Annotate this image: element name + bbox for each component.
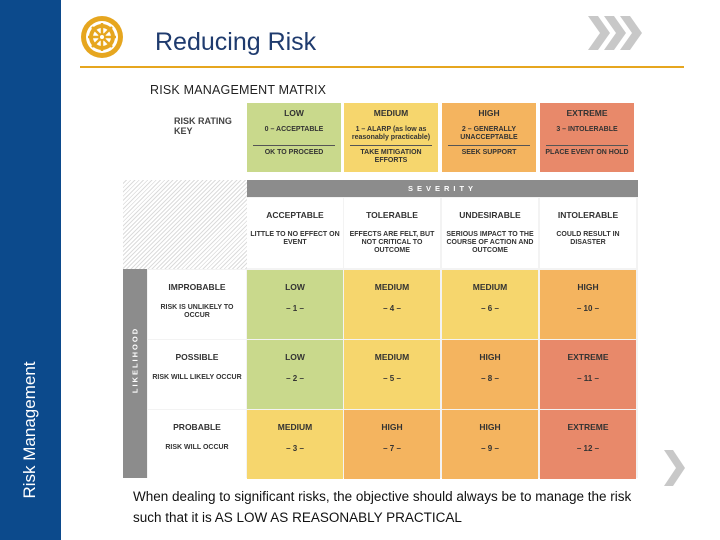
risk-cell: HIGH – 8 – [442, 340, 538, 409]
risk-cell: LOW – 1 – [247, 270, 343, 339]
risk-key-divider [350, 145, 432, 146]
risk-cell-number: – 5 – [383, 374, 401, 383]
likelihood-name: IMPROBABLE [168, 282, 226, 292]
risk-cell-rating: MEDIUM [472, 282, 508, 292]
risk-key-level-desc: 2 – GENERALLY UNACCEPTABLE [460, 126, 518, 141]
sidebar: Risk Management [0, 0, 61, 540]
double-chevron-right-icon [588, 16, 642, 50]
severity-name: TOLERABLE [366, 210, 418, 220]
sidebar-label: Risk Management [20, 361, 39, 499]
severity-header: ACCEPTABLE LITTLE TO NO EFFECT ON EVENT [247, 198, 343, 268]
risk-cell: MEDIUM – 4 – [344, 270, 440, 339]
risk-cell-number: – 11 – [577, 374, 599, 383]
risk-key-extreme: EXTREME 3 – INTOLERABLE PLACE EVENT ON HOL… [540, 103, 634, 172]
title-divider [80, 66, 684, 68]
risk-cell-rating: MEDIUM [277, 422, 313, 432]
risk-cell: MEDIUM – 5 – [344, 340, 440, 409]
severity-header: UNDESIRABLE SERIOUS IMPACT TO THE COURSE … [442, 198, 538, 268]
risk-key-level-desc: 1 – ALARP (as low as reasonably practica… [351, 126, 431, 141]
risk-cell-number: – 4 – [383, 304, 401, 313]
risk-key-divider [253, 145, 335, 146]
risk-cell-rating: LOW [285, 352, 305, 362]
risk-cell-rating: HIGH [381, 422, 403, 432]
matrix-heading: RISK MANAGEMENT MATRIX [150, 83, 327, 97]
risk-key-level-name: EXTREME [566, 108, 608, 118]
risk-cell: EXTREME – 11 – [540, 340, 636, 409]
severity-desc: LITTLE TO NO EFFECT ON EVENT [250, 231, 340, 246]
risk-key-medium: MEDIUM 1 – ALARP (as low as reasonably pr… [344, 103, 438, 172]
risk-key-level-action: PLACE EVENT ON HOLD [545, 149, 629, 156]
severity-axis-label: SEVERITY [247, 180, 638, 197]
severity-desc: EFFECTS ARE FELT, BUT NOT CRITICAL TO OU… [349, 231, 435, 254]
risk-cell-number: – 6 – [481, 304, 499, 313]
risk-cell-rating: HIGH [577, 282, 599, 292]
risk-cell-number: – 7 – [383, 444, 401, 453]
risk-cell-number: – 9 – [481, 444, 499, 453]
risk-key-divider [546, 145, 628, 146]
risk-rating-key-label: RISK RATING KEY [174, 116, 232, 136]
risk-cell: LOW – 2 – [247, 340, 343, 409]
rotary-wheel-icon [81, 16, 123, 58]
risk-key-level-name: MEDIUM [373, 108, 409, 118]
body-text: When dealing to significant risks, the o… [133, 489, 632, 525]
risk-cell-number: – 1 – [286, 304, 304, 313]
risk-cell-rating: MEDIUM [374, 282, 410, 292]
risk-key-level-desc: 3 – INTOLERABLE [556, 126, 618, 133]
risk-key-level-action: TAKE MITIGATION EFFORTS [360, 149, 422, 164]
risk-cell-rating: EXTREME [567, 422, 609, 432]
severity-name: INTOLERABLE [557, 210, 619, 220]
risk-key-divider [448, 145, 530, 146]
likelihood-header: PROBABLE RISK WILL OCCUR [148, 410, 246, 479]
risk-cell-number: – 10 – [576, 304, 600, 313]
risk-cell-number: – 2 – [286, 374, 304, 383]
page-title: Reducing Risk [155, 28, 317, 56]
risk-cell: HIGH – 9 – [442, 410, 538, 479]
risk-key-level-action: SEEK SUPPORT [461, 149, 517, 156]
severity-desc: COULD RESULT IN DISASTER [556, 231, 620, 246]
chevron-right-icon[interactable] [664, 450, 686, 486]
risk-cell-number: – 8 – [481, 374, 499, 383]
risk-key-level-name: HIGH [478, 108, 500, 118]
risk-cell-rating: EXTREME [567, 352, 609, 362]
matrix-corner-hatch [123, 180, 247, 269]
severity-name: ACCEPTABLE [266, 210, 324, 220]
risk-cell: MEDIUM – 6 – [442, 270, 538, 339]
severity-desc: SERIOUS IMPACT TO THE COURSE OF ACTION A… [446, 231, 534, 254]
likelihood-axis-label: LIKELIHOOD [130, 326, 140, 394]
risk-cell: HIGH – 10 – [540, 270, 636, 339]
likelihood-desc: RISK IS UNLIKELY TO OCCUR [160, 304, 234, 319]
likelihood-name: PROBABLE [173, 422, 221, 432]
severity-header: INTOLERABLE COULD RESULT IN DISASTER [540, 198, 636, 268]
risk-cell: MEDIUM – 3 – [247, 410, 343, 479]
likelihood-desc: RISK WILL LIKELY OCCUR [152, 374, 242, 381]
risk-cell-rating: MEDIUM [374, 352, 410, 362]
severity-header: TOLERABLE EFFECTS ARE FELT, BUT NOT CRITI… [344, 198, 440, 268]
likelihood-header: IMPROBABLE RISK IS UNLIKELY TO OCCUR [148, 270, 246, 339]
risk-key-level-action: OK TO PROCEED [264, 149, 324, 156]
likelihood-name: POSSIBLE [175, 352, 219, 362]
likelihood-desc: RISK WILL OCCUR [165, 444, 229, 451]
risk-cell-rating: LOW [285, 282, 305, 292]
likelihood-header: POSSIBLE RISK WILL LIKELY OCCUR [148, 340, 246, 409]
risk-cell-rating: HIGH [479, 352, 501, 362]
likelihood-axis-bar [123, 269, 147, 478]
risk-cell-rating: HIGH [479, 422, 501, 432]
risk-key-level-desc: 0 – ACCEPTABLE [264, 126, 324, 133]
risk-key-high: HIGH 2 – GENERALLY UNACCEPTABLE SEEK SUPPO… [442, 103, 536, 172]
severity-name: UNDESIRABLE [459, 210, 521, 220]
risk-key-level-name: LOW [284, 108, 304, 118]
risk-cell-number: – 12 – [576, 444, 600, 453]
risk-key-low: LOW 0 – ACCEPTABLE OK TO PROCEED [247, 103, 341, 172]
risk-cell: HIGH – 7 – [344, 410, 440, 479]
risk-cell-number: – 3 – [286, 444, 304, 453]
risk-cell: EXTREME – 12 – [540, 410, 636, 479]
